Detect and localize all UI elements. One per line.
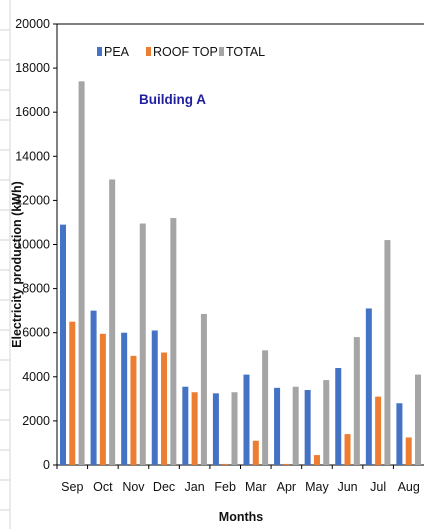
bar-pea-jan <box>182 386 189 465</box>
y-tick-label: 10000 <box>15 238 50 252</box>
bar-roof-top-nov <box>130 355 137 465</box>
x-tick-label: Apr <box>277 480 296 494</box>
bar-total-oct <box>109 179 116 465</box>
bar-roof-top-mar <box>252 440 259 465</box>
bar-pea-jun <box>335 367 342 465</box>
x-tick-label: Aug <box>398 480 420 494</box>
bar-total-jun <box>353 337 360 465</box>
left-gutter <box>0 0 11 529</box>
bar-roof-top-dec <box>161 352 168 465</box>
bar-pea-mar <box>243 374 250 465</box>
x-tick-label: Nov <box>122 480 145 494</box>
bar-pea-oct <box>90 310 97 465</box>
plot-area: 0 2000 4000 6000 8000 10000 12000 14000 16000 180… <box>15 17 424 494</box>
x-axis-ticks: Sep Oct Nov Dec Jan Feb Mar Apr May Jun Jul Aug <box>56 465 420 494</box>
bar-pea-feb <box>212 393 219 465</box>
chart-annotation: Building A <box>139 92 206 107</box>
bar-roof-top-jan <box>191 392 198 465</box>
bar-pea-sep <box>59 224 66 465</box>
y-axis-ticks: 0 2000 4000 6000 8000 10000 12000 14000 16000 180… <box>15 17 57 472</box>
bar-pea-apr <box>274 387 281 465</box>
bar-roof-top-apr <box>283 463 290 465</box>
bar-total-nov <box>139 223 146 465</box>
y-tick-label: 6000 <box>22 326 50 340</box>
bar-roof-top-sep <box>69 321 76 465</box>
y-tick-label: 14000 <box>15 149 50 163</box>
x-tick-label: Dec <box>153 480 175 494</box>
bar-roof-top-aug <box>405 437 412 465</box>
bar-roof-top-oct <box>99 333 106 465</box>
bar-total-may <box>323 380 330 465</box>
x-tick-label: Jul <box>370 480 386 494</box>
legend-label: ROOF TOP <box>153 45 218 59</box>
bar-pea-may <box>304 390 311 465</box>
y-tick-label: 20000 <box>15 17 50 31</box>
legend-swatch-pea <box>97 47 102 56</box>
x-tick-label: May <box>305 480 329 494</box>
y-tick-label: 8000 <box>22 282 50 296</box>
y-tick-label: 16000 <box>15 105 50 119</box>
bar-roof-top-jun <box>344 434 351 465</box>
x-tick-label: Feb <box>214 480 236 494</box>
legend: PEA ROOF TOP TOTAL <box>97 45 265 59</box>
bar-pea-nov <box>121 332 128 465</box>
legend-swatch-roof-top <box>146 47 151 56</box>
bar-total-aug <box>415 374 422 465</box>
legend-swatch-total <box>219 47 224 56</box>
bar-roof-top-jul <box>375 396 382 465</box>
bar-total-jul <box>384 240 391 465</box>
y-tick-label: 4000 <box>22 370 50 384</box>
bar-total-apr <box>292 386 299 465</box>
y-axis-title: Electricity production (kWh) <box>10 181 24 348</box>
x-tick-label: Sep <box>61 480 83 494</box>
bar-series <box>59 81 422 465</box>
bar-total-dec <box>170 218 177 465</box>
x-tick-label: Jan <box>185 480 205 494</box>
bar-total-mar <box>262 350 269 465</box>
x-tick-label: Jun <box>337 480 357 494</box>
x-tick-label: Mar <box>245 480 267 494</box>
bar-pea-jul <box>365 308 372 465</box>
x-axis-title: Months <box>219 510 263 524</box>
legend-label: TOTAL <box>226 45 265 59</box>
legend-label: PEA <box>104 45 130 59</box>
x-tick-label: Oct <box>93 480 113 494</box>
bar-roof-top-feb <box>222 463 229 465</box>
y-tick-label: 18000 <box>15 61 50 75</box>
y-tick-label: 0 <box>43 458 50 472</box>
bar-pea-dec <box>151 330 158 465</box>
bar-total-sep <box>78 81 85 465</box>
bar-roof-top-may <box>313 455 320 465</box>
bar-total-jan <box>200 313 207 465</box>
bar-total-feb <box>231 392 238 465</box>
y-tick-label: 12000 <box>15 193 50 207</box>
bar-pea-aug <box>396 403 403 465</box>
y-tick-label: 2000 <box>22 414 50 428</box>
